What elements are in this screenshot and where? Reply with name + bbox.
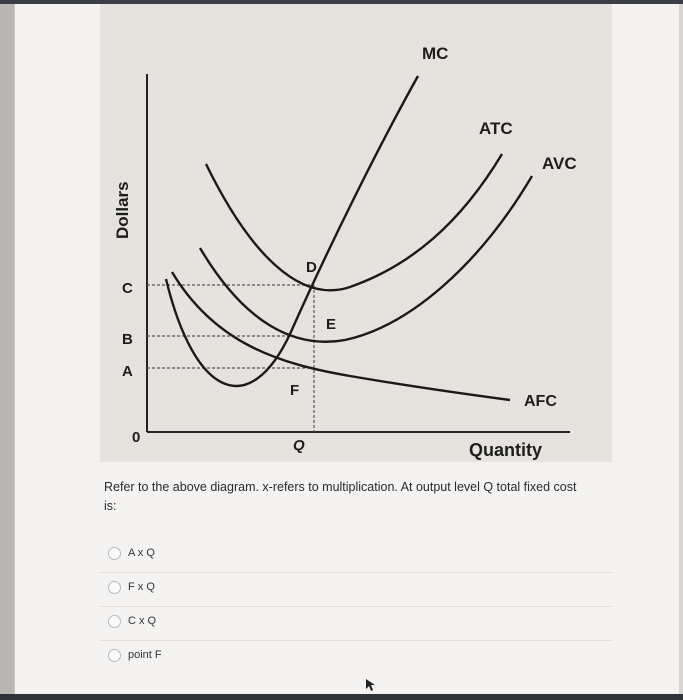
diagram-svg: MC ATC AVC AFC Dollars Quantity C B A 0 … <box>113 44 577 460</box>
f-label: F <box>290 382 299 399</box>
e-label: E <box>326 316 336 333</box>
dollars-label: Dollars <box>113 181 132 239</box>
option-point-f[interactable]: point F <box>108 646 162 664</box>
radio-icon[interactable] <box>108 546 121 560</box>
option-c-times-q[interactable]: C x Q <box>108 612 156 630</box>
c-label: C <box>122 280 133 297</box>
radio-icon[interactable] <box>108 580 121 594</box>
mc-curve <box>164 75 420 388</box>
option-label: A x Q <box>128 547 155 559</box>
afc-curve <box>170 271 511 402</box>
radio-icon[interactable] <box>108 648 121 662</box>
bottom-window-bar <box>0 694 683 700</box>
avc-curve <box>198 175 534 343</box>
mouse-cursor-icon <box>366 679 375 691</box>
cost-curves-diagram: MC ATC AVC AFC Dollars Quantity C B A 0 … <box>100 4 612 462</box>
a-label: A <box>122 363 133 380</box>
option-divider <box>100 640 612 641</box>
option-a-times-q[interactable]: A x Q <box>108 544 155 562</box>
option-divider <box>100 572 612 573</box>
radio-icon[interactable] <box>108 614 121 628</box>
mc-label: MC <box>422 44 448 63</box>
top-window-bar <box>0 0 683 4</box>
afc-label: AFC <box>524 393 557 410</box>
option-divider <box>100 606 612 607</box>
atc-curve <box>204 153 504 292</box>
left-margin <box>0 4 14 694</box>
option-label: point F <box>128 649 162 661</box>
option-f-times-q[interactable]: F x Q <box>108 578 155 596</box>
avc-label: AVC <box>542 154 577 173</box>
atc-label: ATC <box>479 119 513 138</box>
d-label: D <box>306 259 317 276</box>
option-label: C x Q <box>128 615 157 627</box>
b-label: B <box>122 331 133 348</box>
q-label: Q <box>293 437 305 454</box>
question-text: Refer to the above diagram. x-refers to … <box>104 480 577 513</box>
origin-label: 0 <box>132 429 140 446</box>
quantity-label: Quantity <box>469 440 542 460</box>
option-label: F x Q <box>128 581 155 593</box>
